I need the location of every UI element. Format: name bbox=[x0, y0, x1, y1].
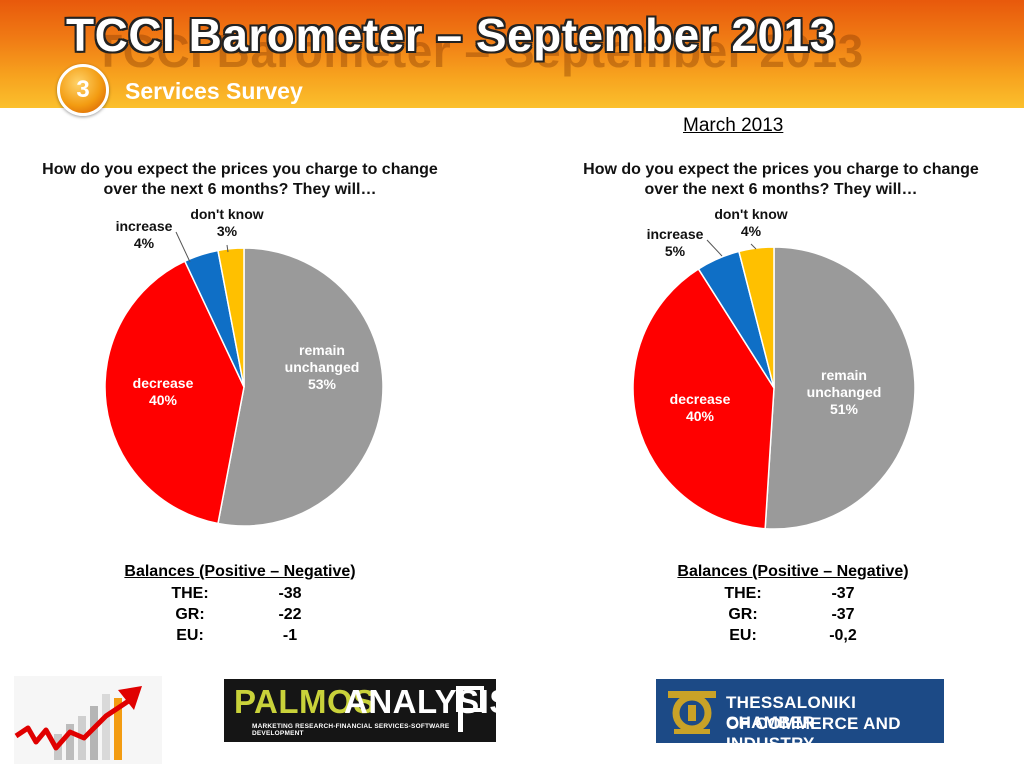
section-title: Services Survey bbox=[125, 78, 303, 104]
pie-slice-don-t-know bbox=[738, 246, 775, 389]
left-balances-heading: Balances (Positive – Negative) bbox=[124, 563, 356, 580]
left-balance-row: GR: -22 bbox=[90, 604, 390, 625]
title-shadow: TCCI Barometer – September 2013 bbox=[94, 25, 864, 77]
pie-label-increase: increase 5% bbox=[647, 226, 704, 259]
palmos-tagline: MARKETING RESEARCH-FINANCIAL SERVICES-SO… bbox=[252, 723, 450, 737]
balance-label: GR: bbox=[728, 606, 758, 623]
header-banner bbox=[0, 0, 1024, 108]
right-balance-row: THE: -37 bbox=[643, 583, 943, 604]
pie-slice-remain-unchanged bbox=[764, 246, 916, 530]
tcci-line-2: OF COMMERCE AND INDUSTRY bbox=[726, 714, 901, 753]
analysis-logo-text: ANALYSIS bbox=[344, 683, 512, 720]
right-balances: Balances (Positive – Negative) THE: -37 G… bbox=[643, 563, 943, 646]
comparison-period-label: March 2013 bbox=[683, 115, 784, 136]
left-balance-row: EU: -1 bbox=[90, 625, 390, 646]
right-balances-heading: Balances (Positive – Negative) bbox=[677, 563, 909, 580]
growth-chart-logo bbox=[14, 676, 162, 764]
pie-slice-decrease bbox=[632, 267, 775, 530]
balance-value: -22 bbox=[278, 606, 302, 623]
chamber-gear-icon bbox=[668, 691, 716, 734]
tcci-line-1: THESSALONIKI CHAMBER bbox=[726, 693, 857, 732]
left-balances: Balances (Positive – Negative) THE: -38 G… bbox=[90, 563, 390, 646]
pie-label-don-t-know: don't know 4% bbox=[714, 206, 787, 239]
balance-value: -0,2 bbox=[829, 627, 857, 644]
pie-label-increase: increase 4% bbox=[116, 218, 173, 251]
label-leader-line bbox=[750, 243, 757, 250]
right-chart-question: How do you expect the prices you charge … bbox=[583, 161, 979, 198]
pie-label-remain-unchanged: remain unchanged 51% bbox=[807, 367, 882, 417]
left-balance-row: THE: -38 bbox=[90, 583, 390, 604]
label-leader-line bbox=[175, 231, 191, 263]
right-balance-row: EU: -0,2 bbox=[643, 625, 943, 646]
balance-value: -37 bbox=[831, 606, 855, 623]
palmos-analysis-logo: PALMOS ANALYSIS MARKETING RESEARCH-FINAN… bbox=[224, 679, 511, 742]
pie-slice-don-t-know bbox=[217, 247, 245, 388]
pie-slice-remain-unchanged bbox=[217, 247, 384, 527]
section-number-badge: 3 bbox=[57, 64, 109, 116]
balance-label: THE: bbox=[171, 585, 209, 602]
pie-label-decrease: decrease 40% bbox=[670, 391, 731, 424]
label-leader-line bbox=[226, 244, 229, 253]
pie-label-don-t-know: don't know 3% bbox=[190, 206, 263, 239]
tcci-logo: THESSALONIKI CHAMBER OF COMMERCE AND IND… bbox=[656, 679, 944, 753]
balance-label: GR: bbox=[175, 606, 205, 623]
left-chart-question: How do you expect the prices you charge … bbox=[42, 161, 438, 198]
palmos-p-mark-icon bbox=[456, 686, 484, 732]
balance-label: THE: bbox=[724, 585, 762, 602]
pie-label-decrease: decrease 40% bbox=[133, 375, 194, 408]
label-leader-line bbox=[706, 239, 723, 257]
balance-value: -37 bbox=[831, 585, 855, 602]
balance-label: EU: bbox=[729, 627, 757, 644]
right-balance-row: GR: -37 bbox=[643, 604, 943, 625]
balance-label: EU: bbox=[176, 627, 204, 644]
pie-slice-decrease bbox=[104, 260, 245, 525]
page-title: TCCI Barometer – September 2013 bbox=[66, 9, 836, 61]
section-number: 3 bbox=[76, 76, 90, 103]
balance-value: -38 bbox=[278, 585, 302, 602]
palmos-logo-text: PALMOS bbox=[234, 683, 376, 720]
balance-value: -1 bbox=[282, 627, 298, 644]
pie-label-remain-unchanged: remain unchanged 53% bbox=[285, 342, 360, 392]
pie-charts: remain unchanged 53% decrease 40% increase 4% d… bbox=[104, 206, 916, 530]
